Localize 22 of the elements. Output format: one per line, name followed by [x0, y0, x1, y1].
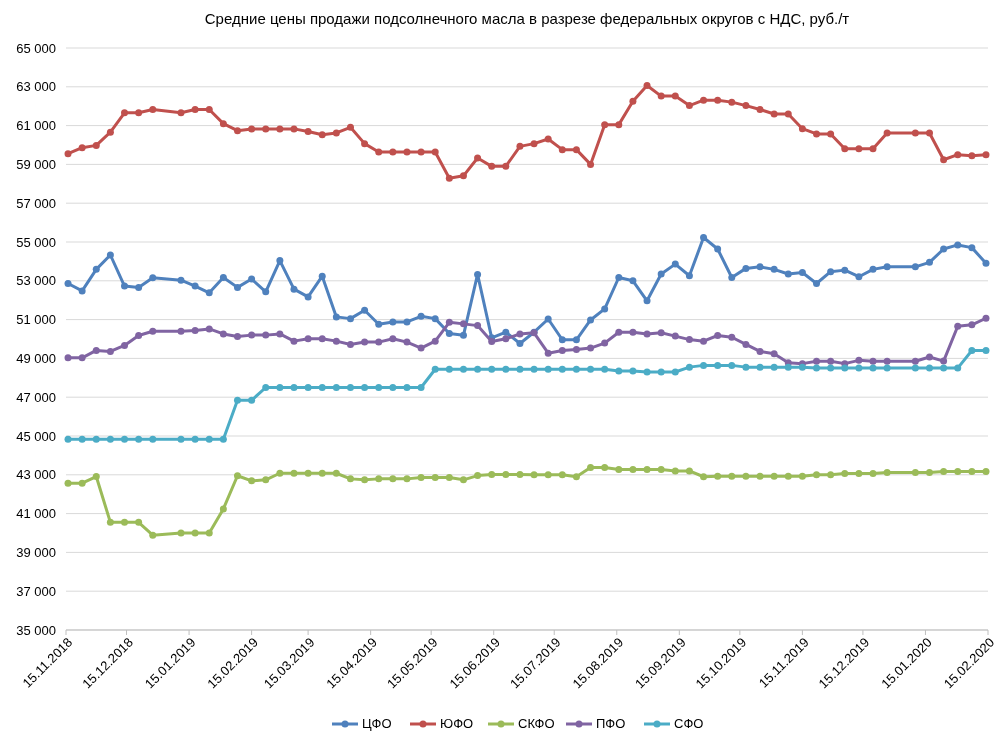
y-tick-label: 47 000: [16, 389, 56, 405]
y-tick-label: 59 000: [16, 156, 56, 172]
y-tick-label: 65 000: [16, 40, 56, 56]
chart-title: Средние цены продажи подсолнечного масла в разрезе федеральных округов с НДС, руб./т: [204, 10, 850, 27]
y-tick-label: 53 000: [16, 273, 56, 289]
y-tick-label: 39 000: [16, 544, 56, 560]
y-tick-label: 49 000: [16, 350, 56, 366]
y-tick-label: 37 000: [16, 583, 56, 599]
y-tick-label: 51 000: [16, 312, 56, 328]
y-tick-label: 55 000: [16, 234, 56, 250]
legend-label: СФО: [674, 716, 704, 731]
y-tick-label: 43 000: [16, 467, 56, 483]
y-tick-label: 57 000: [16, 195, 56, 211]
legend-label: СКФО: [518, 716, 555, 731]
legend-label: ПФО: [596, 716, 626, 731]
y-tick-label: 45 000: [16, 428, 56, 444]
y-tick-label: 35 000: [16, 622, 56, 638]
y-tick-label: 61 000: [16, 118, 56, 134]
legend-label: ЮФО: [440, 716, 474, 731]
y-tick-label: 63 000: [16, 79, 56, 95]
legend-label: ЦФО: [362, 716, 392, 731]
y-tick-label: 41 000: [16, 506, 56, 522]
